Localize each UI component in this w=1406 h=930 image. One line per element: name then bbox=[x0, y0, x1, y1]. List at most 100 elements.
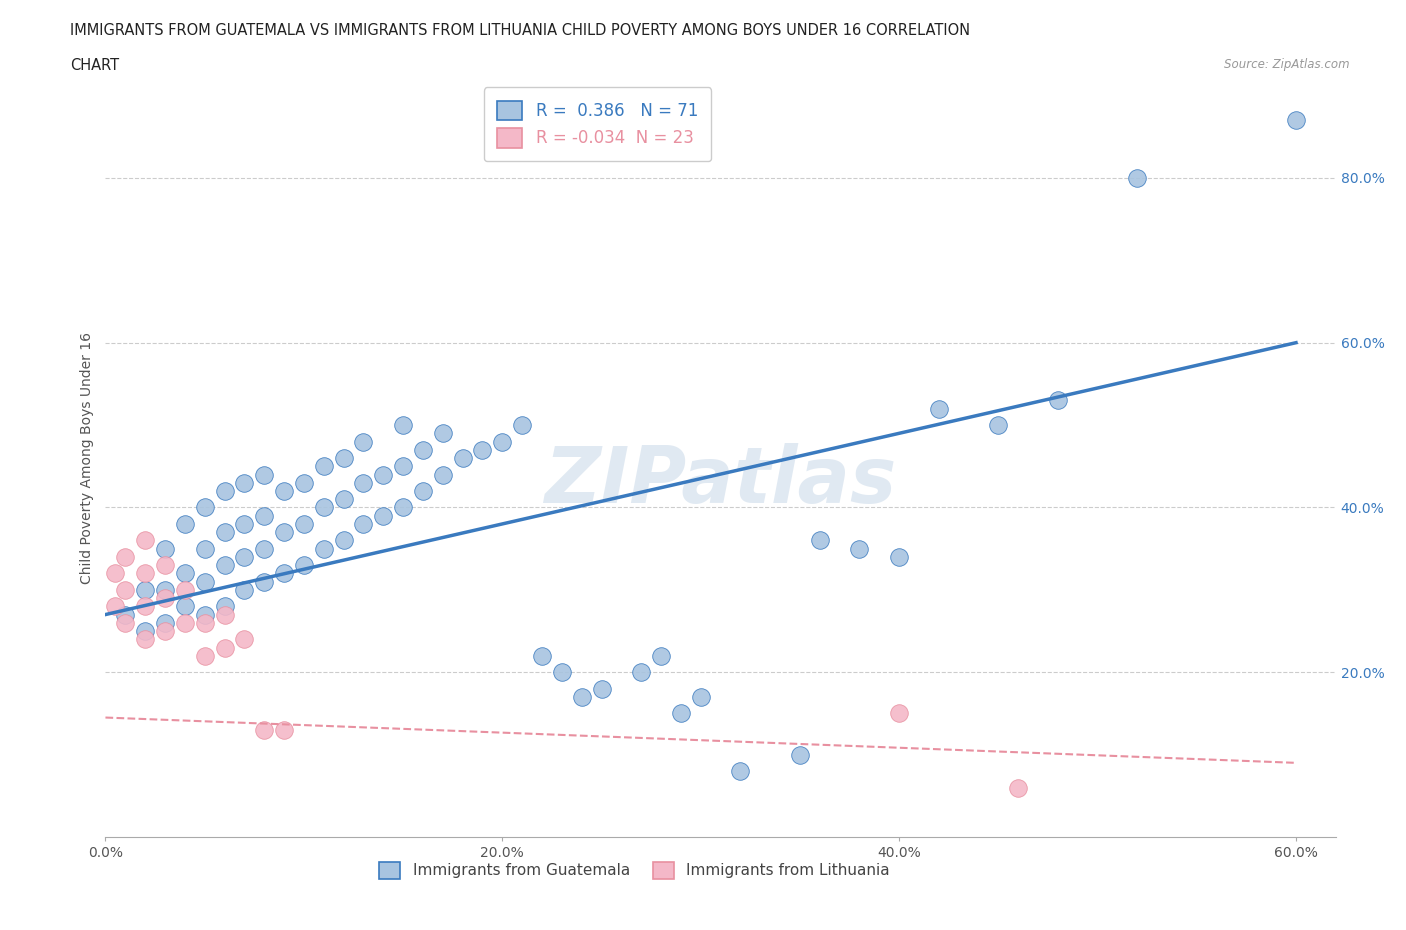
Point bbox=[194, 574, 217, 589]
Point bbox=[114, 616, 136, 631]
Point bbox=[889, 550, 911, 565]
Point bbox=[134, 566, 156, 581]
Point bbox=[114, 582, 136, 597]
Point bbox=[392, 500, 415, 515]
Point bbox=[134, 533, 156, 548]
Point bbox=[214, 599, 236, 614]
Point bbox=[173, 516, 195, 531]
Point bbox=[173, 582, 195, 597]
Point bbox=[194, 541, 217, 556]
Point bbox=[1285, 113, 1308, 127]
Point bbox=[889, 706, 911, 721]
Point bbox=[253, 723, 276, 737]
Point bbox=[253, 541, 276, 556]
Point bbox=[214, 607, 236, 622]
Point bbox=[292, 475, 315, 490]
Point bbox=[233, 582, 256, 597]
Point bbox=[352, 516, 374, 531]
Point bbox=[153, 558, 176, 573]
Text: ZIPatlas: ZIPatlas bbox=[544, 443, 897, 519]
Point bbox=[650, 648, 672, 663]
Point bbox=[332, 533, 354, 548]
Point bbox=[412, 443, 434, 458]
Point bbox=[471, 443, 494, 458]
Point bbox=[233, 475, 256, 490]
Point bbox=[451, 451, 474, 466]
Point bbox=[1126, 170, 1149, 185]
Point bbox=[432, 467, 454, 482]
Point bbox=[352, 475, 374, 490]
Point bbox=[134, 582, 156, 597]
Point bbox=[789, 747, 811, 762]
Point bbox=[630, 665, 652, 680]
Point bbox=[233, 550, 256, 565]
Point bbox=[808, 533, 831, 548]
Point bbox=[373, 509, 395, 524]
Text: CHART: CHART bbox=[70, 58, 120, 73]
Point bbox=[352, 434, 374, 449]
Point bbox=[491, 434, 513, 449]
Point bbox=[153, 582, 176, 597]
Point bbox=[392, 418, 415, 432]
Point bbox=[233, 516, 256, 531]
Point bbox=[153, 541, 176, 556]
Point bbox=[591, 682, 613, 697]
Point bbox=[530, 648, 553, 663]
Legend: Immigrants from Guatemala, Immigrants from Lithuania: Immigrants from Guatemala, Immigrants fr… bbox=[371, 855, 897, 886]
Point bbox=[689, 689, 711, 704]
Point bbox=[153, 616, 176, 631]
Point bbox=[848, 541, 870, 556]
Point bbox=[173, 599, 195, 614]
Point bbox=[730, 764, 752, 778]
Point bbox=[392, 458, 415, 473]
Point bbox=[273, 723, 295, 737]
Point bbox=[273, 484, 295, 498]
Point bbox=[669, 706, 692, 721]
Point bbox=[153, 591, 176, 605]
Point bbox=[273, 566, 295, 581]
Point bbox=[104, 599, 127, 614]
Point bbox=[173, 566, 195, 581]
Point bbox=[312, 541, 335, 556]
Point bbox=[1046, 392, 1069, 407]
Point bbox=[114, 550, 136, 565]
Point bbox=[134, 631, 156, 646]
Point bbox=[214, 525, 236, 539]
Text: Source: ZipAtlas.com: Source: ZipAtlas.com bbox=[1225, 58, 1350, 71]
Point bbox=[292, 558, 315, 573]
Point bbox=[233, 631, 256, 646]
Point bbox=[104, 566, 127, 581]
Point bbox=[134, 624, 156, 639]
Point bbox=[373, 467, 395, 482]
Point bbox=[194, 616, 217, 631]
Point bbox=[551, 665, 574, 680]
Point bbox=[412, 484, 434, 498]
Point bbox=[987, 418, 1010, 432]
Point bbox=[312, 500, 335, 515]
Point bbox=[273, 525, 295, 539]
Point bbox=[194, 648, 217, 663]
Point bbox=[194, 607, 217, 622]
Text: IMMIGRANTS FROM GUATEMALA VS IMMIGRANTS FROM LITHUANIA CHILD POVERTY AMONG BOYS : IMMIGRANTS FROM GUATEMALA VS IMMIGRANTS … bbox=[70, 23, 970, 38]
Point bbox=[214, 484, 236, 498]
Point bbox=[928, 401, 950, 416]
Point bbox=[253, 574, 276, 589]
Point bbox=[253, 509, 276, 524]
Point bbox=[332, 451, 354, 466]
Point bbox=[153, 624, 176, 639]
Point bbox=[432, 426, 454, 441]
Point bbox=[332, 492, 354, 507]
Point bbox=[571, 689, 593, 704]
Point bbox=[1007, 780, 1029, 795]
Y-axis label: Child Poverty Among Boys Under 16: Child Poverty Among Boys Under 16 bbox=[80, 332, 94, 584]
Point bbox=[253, 467, 276, 482]
Point bbox=[214, 640, 236, 655]
Point bbox=[292, 516, 315, 531]
Point bbox=[510, 418, 533, 432]
Point bbox=[173, 616, 195, 631]
Point bbox=[194, 500, 217, 515]
Point bbox=[214, 558, 236, 573]
Point bbox=[134, 599, 156, 614]
Point bbox=[114, 607, 136, 622]
Point bbox=[312, 458, 335, 473]
